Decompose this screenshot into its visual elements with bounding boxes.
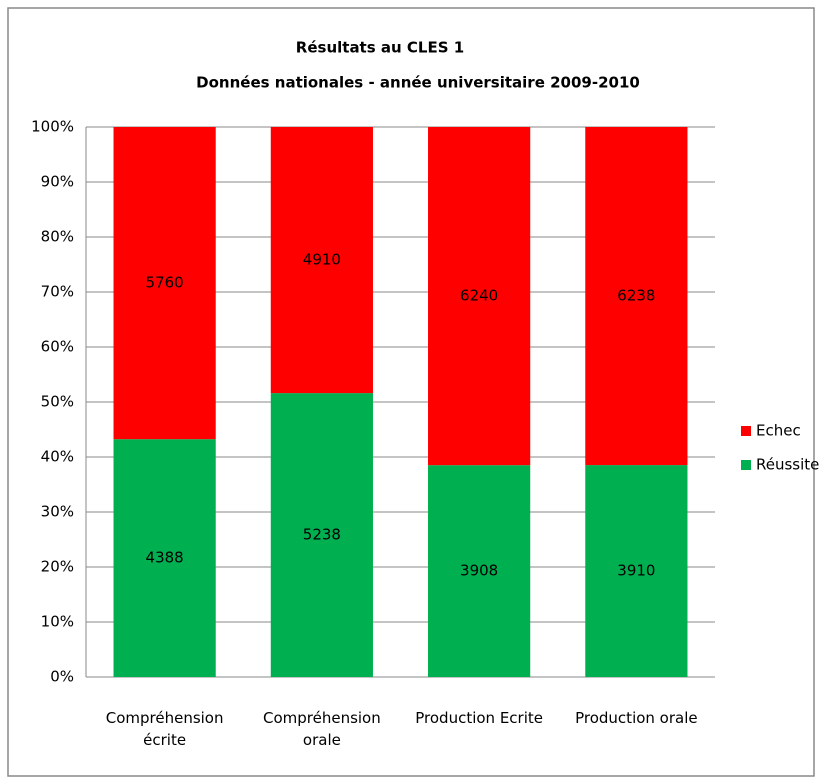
data-label: 3908 — [460, 562, 498, 580]
x-tick-label: Compréhension orale — [262, 709, 381, 749]
legend-swatch — [741, 460, 751, 470]
legend-swatch — [741, 426, 751, 436]
y-tick-label: 10% — [41, 613, 74, 631]
bar-segment — [428, 127, 531, 466]
y-tick-label: 30% — [41, 503, 74, 521]
legend-label: Echec — [756, 422, 801, 440]
x-tick-label: Compréhension écrite — [105, 709, 224, 749]
y-tick-label: 70% — [41, 283, 74, 301]
bar-segment — [113, 439, 216, 677]
y-tick-label: 50% — [41, 393, 74, 411]
chart-subtitle: Données nationales - année universitaire… — [196, 74, 640, 92]
y-tick-label: 60% — [41, 338, 74, 356]
data-label: 5238 — [303, 526, 341, 544]
bar-segment — [270, 127, 373, 394]
data-label: 5760 — [146, 274, 184, 292]
y-tick-label: 0% — [50, 668, 74, 686]
chart-title: Résultats au CLES 1 — [296, 39, 464, 57]
y-tick-label: 100% — [31, 118, 74, 136]
data-label: 4388 — [146, 549, 184, 567]
y-tick-label: 80% — [41, 228, 74, 246]
data-label: 6240 — [460, 287, 498, 305]
data-label: 6238 — [617, 287, 655, 305]
data-label: 4910 — [303, 251, 341, 269]
bar-segment — [270, 393, 373, 677]
y-tick-label: 90% — [41, 173, 74, 191]
x-tick-label: Production Ecrite — [415, 709, 543, 727]
bar-segment — [428, 465, 531, 677]
bar-segment — [585, 465, 688, 677]
data-label: 3910 — [617, 562, 655, 580]
bar-segment — [585, 127, 688, 466]
y-tick-label: 20% — [41, 558, 74, 576]
legend-label: Réussite — [756, 456, 819, 474]
y-tick-label: 40% — [41, 448, 74, 466]
bar-segment — [113, 127, 216, 440]
x-tick-label: Production orale — [575, 709, 698, 727]
